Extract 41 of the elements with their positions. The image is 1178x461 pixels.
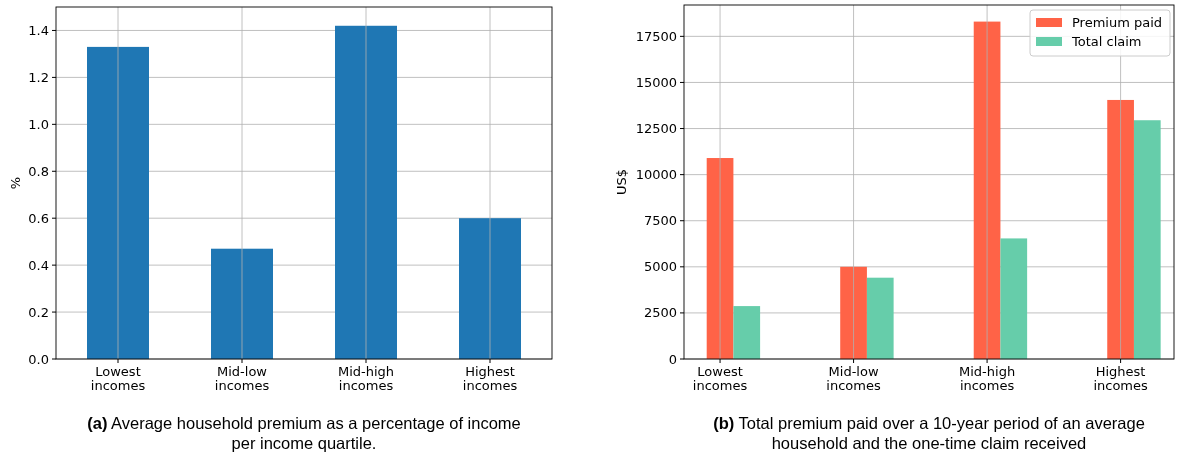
y-axis-title: US$ bbox=[614, 168, 629, 196]
y-tick-label: 0 bbox=[668, 351, 677, 367]
y-tick-label: 12500 bbox=[635, 121, 677, 137]
y-tick-label: 1.0 bbox=[28, 116, 49, 132]
bar bbox=[1000, 238, 1028, 359]
x-tick-label: Highest incomes bbox=[462, 364, 518, 393]
y-tick-label: 1.2 bbox=[28, 69, 49, 85]
y-tick-label: 0.0 bbox=[28, 351, 49, 367]
y-tick-label: 7500 bbox=[643, 213, 677, 229]
bar bbox=[840, 266, 867, 359]
y-tick-label: 10000 bbox=[635, 167, 677, 183]
x-tick-label: Highest incomes bbox=[1093, 364, 1149, 393]
y-tick-label: 1.4 bbox=[28, 23, 49, 39]
legend-label: Total claim bbox=[1071, 34, 1142, 49]
y-tick-label: 0.2 bbox=[28, 304, 49, 320]
bar bbox=[973, 21, 1001, 359]
y-tick-label: 2500 bbox=[643, 305, 677, 321]
bar bbox=[1107, 99, 1134, 359]
y-axis-title: % bbox=[8, 176, 23, 190]
bar bbox=[459, 218, 521, 359]
bar bbox=[87, 46, 149, 359]
y-tick-label: 0.8 bbox=[28, 163, 49, 179]
y-tick-label: 17500 bbox=[635, 28, 677, 44]
bar bbox=[1133, 120, 1161, 359]
text: (a) Average household premium as a percentage of income per income quartile. bbox=[87, 414, 521, 452]
bar bbox=[733, 306, 761, 359]
legend-label: Premium paid bbox=[1072, 15, 1163, 30]
text: (b) Total premium paid over a 10-year period of an average household and the one-time claim received bbox=[713, 414, 1145, 452]
y-tick-label: 0.6 bbox=[28, 210, 49, 226]
bar bbox=[335, 25, 397, 359]
x-tick-label: Lowest incomes bbox=[90, 364, 146, 393]
x-tick-label: Mid-high incomes bbox=[959, 364, 1016, 393]
x-tick-label: Mid-low incomes bbox=[214, 364, 270, 393]
bar bbox=[211, 248, 273, 359]
x-tick-label: Mid-high incomes bbox=[337, 364, 395, 393]
bar bbox=[866, 277, 894, 359]
y-tick-label: 0.4 bbox=[28, 257, 49, 273]
x-tick-label: Mid-low incomes bbox=[826, 364, 881, 393]
y-tick-label: 15000 bbox=[635, 74, 677, 90]
y-tick-label: 5000 bbox=[643, 259, 677, 275]
x-tick-label: Lowest incomes bbox=[692, 364, 748, 393]
